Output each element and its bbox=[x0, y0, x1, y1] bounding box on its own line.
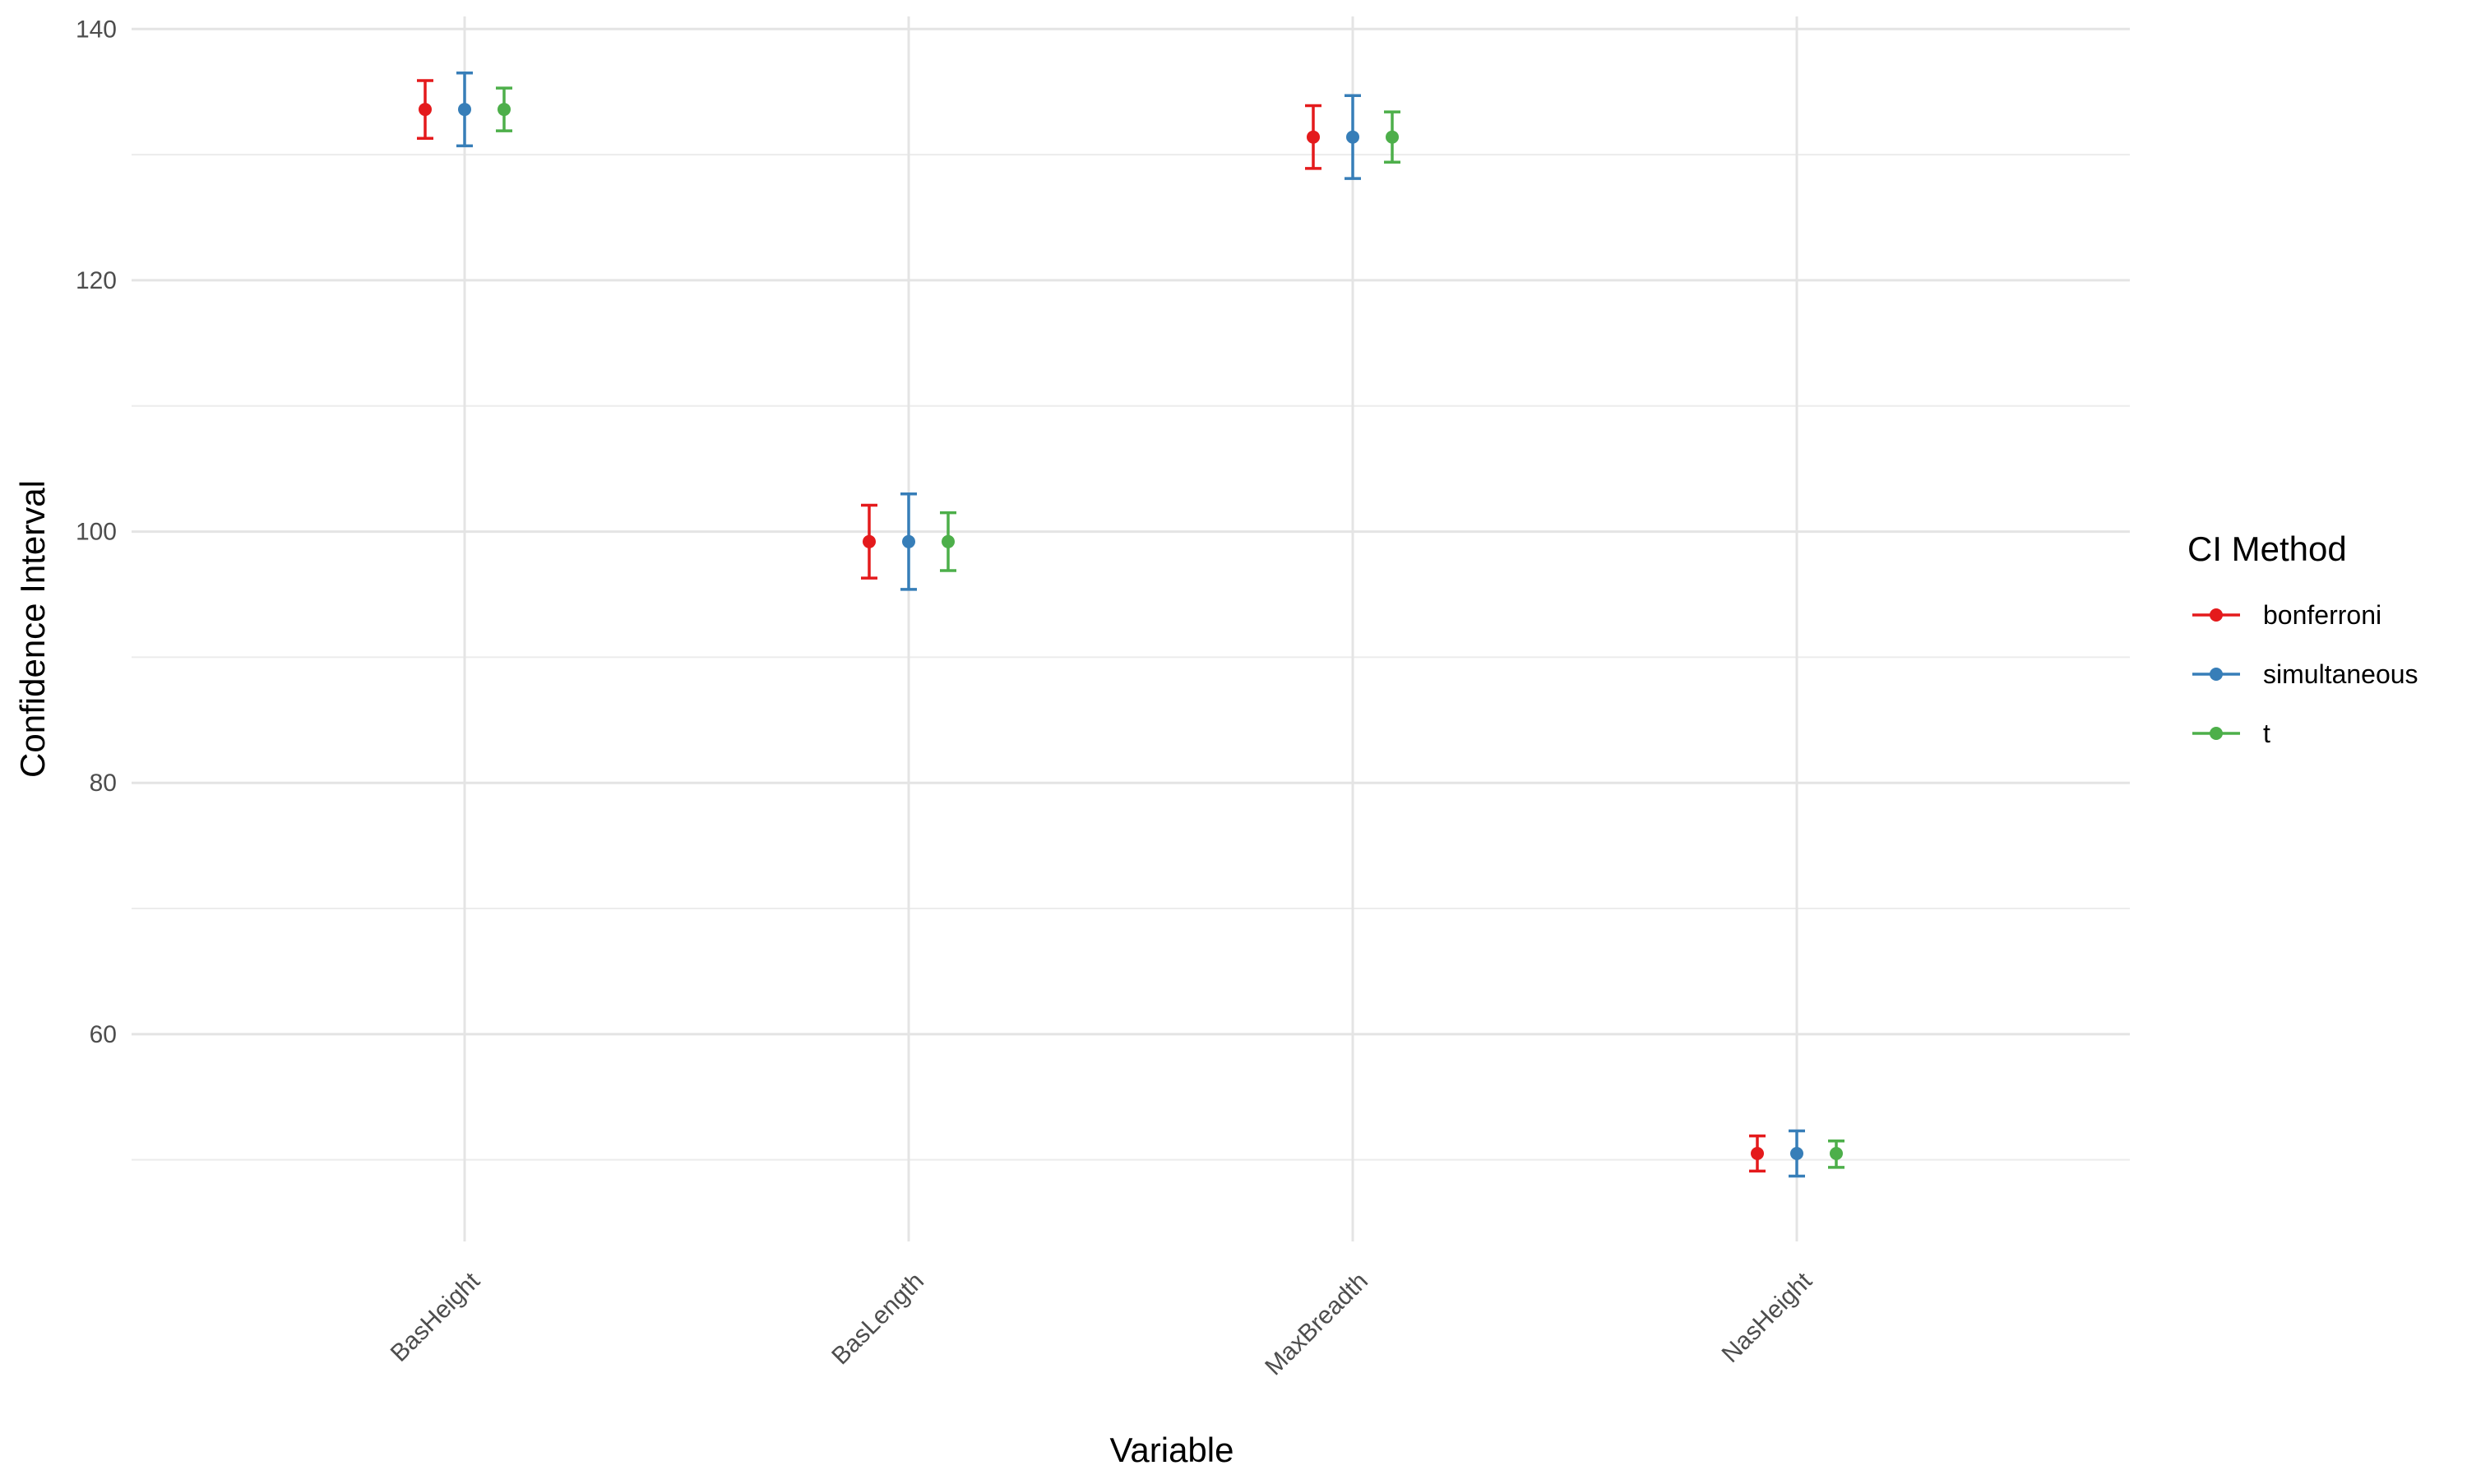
point-simultaneous bbox=[902, 534, 915, 548]
point-bonferroni bbox=[1307, 130, 1320, 144]
legend-layer: CI Method bonferroni simultaneous t bbox=[2187, 529, 2418, 748]
point-bonferroni bbox=[1751, 1147, 1764, 1161]
point-t bbox=[498, 103, 511, 117]
point-bonferroni bbox=[863, 534, 876, 548]
point-simultaneous bbox=[1346, 130, 1359, 144]
legend-key-point-t bbox=[2210, 727, 2223, 740]
legend-key-point-simultaneous bbox=[2210, 668, 2223, 681]
x-tick-label: NasHeight bbox=[1717, 1267, 1818, 1368]
y-tick-label: 100 bbox=[76, 519, 117, 546]
legend-label-bonferroni: bonferroni bbox=[2263, 600, 2381, 630]
x-tick-label: BasLength bbox=[826, 1268, 929, 1371]
y-tick-label: 120 bbox=[76, 267, 117, 294]
y-axis-title: Confidence Interval bbox=[13, 480, 52, 778]
axis-layer: 60 80 100 120 140 BasHeight BasLength MaxBreadt… bbox=[13, 16, 1817, 1469]
point-t bbox=[1386, 130, 1399, 144]
point-t bbox=[942, 534, 955, 548]
y-tick-label: 80 bbox=[90, 770, 117, 797]
x-tick-label: MaxBreadth bbox=[1260, 1268, 1373, 1381]
y-tick-label: 140 bbox=[76, 16, 117, 43]
x-axis-title: Variable bbox=[1110, 1431, 1234, 1469]
point-simultaneous bbox=[458, 103, 471, 117]
legend-title: CI Method bbox=[2187, 529, 2347, 568]
point-t bbox=[1830, 1147, 1843, 1161]
data-layer bbox=[417, 72, 1844, 1178]
point-simultaneous bbox=[1790, 1147, 1803, 1161]
x-tick-label: BasHeight bbox=[386, 1267, 486, 1367]
point-bonferroni bbox=[419, 103, 432, 117]
y-tick-label: 60 bbox=[90, 1021, 117, 1048]
grid-layer bbox=[132, 16, 2130, 1241]
legend-label-simultaneous: simultaneous bbox=[2263, 659, 2418, 689]
legend-label-t: t bbox=[2263, 719, 2270, 748]
legend-key-point-bonferroni bbox=[2210, 608, 2223, 622]
